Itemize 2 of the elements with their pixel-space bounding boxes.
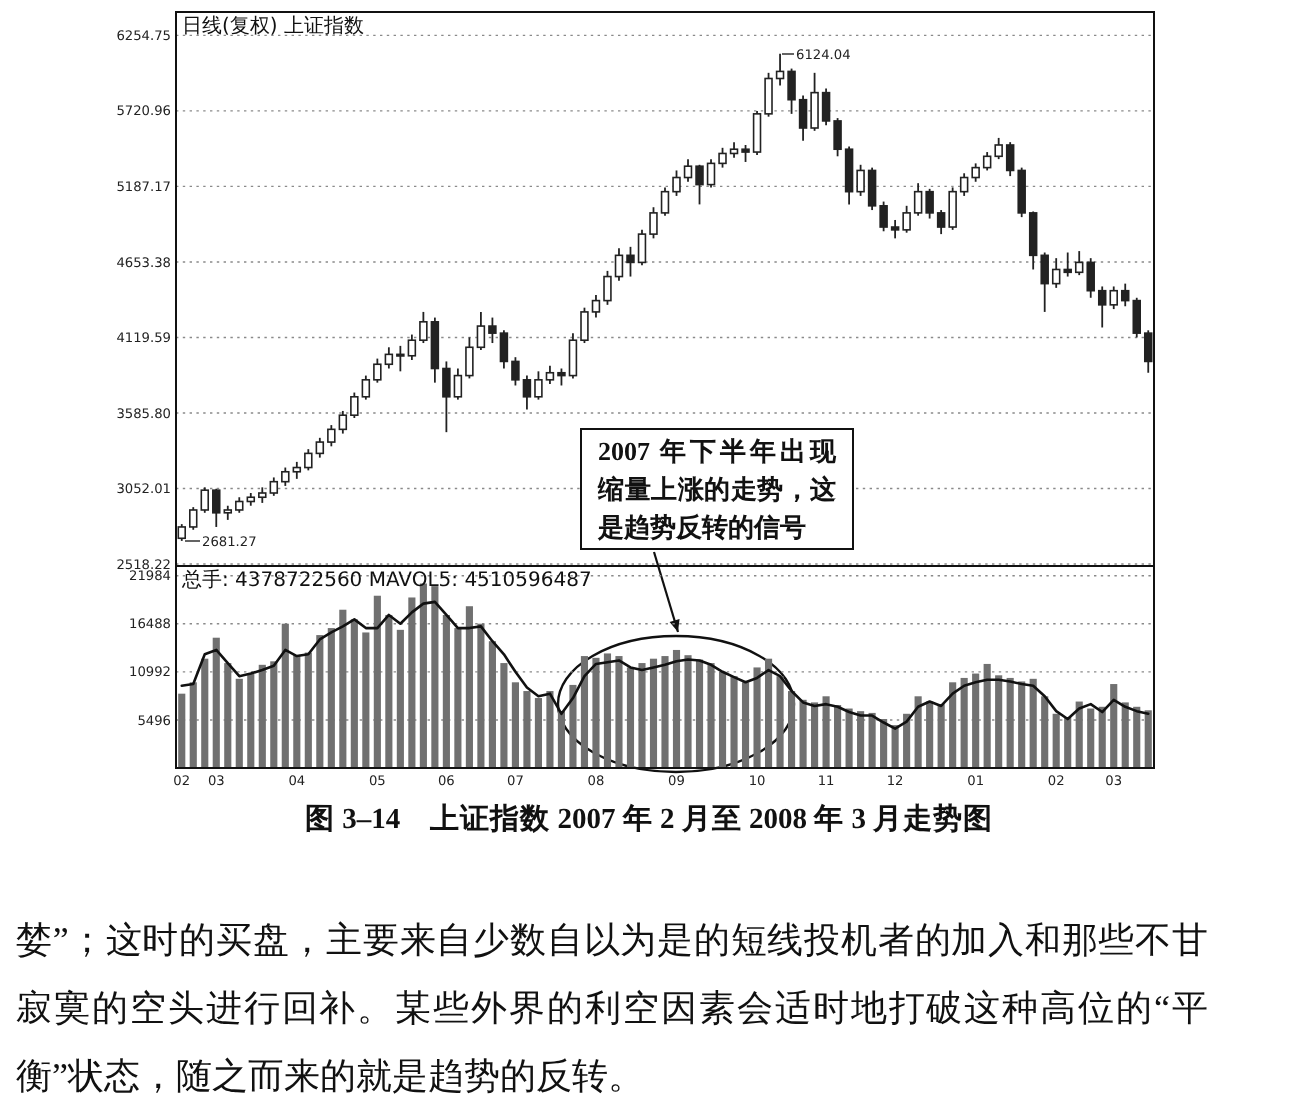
annotation: 2007 年下半年出现缩量上涨的走势，这是趋势反转的信号	[580, 428, 854, 550]
chart-title: 日线(复权) 上证指数	[182, 14, 364, 38]
